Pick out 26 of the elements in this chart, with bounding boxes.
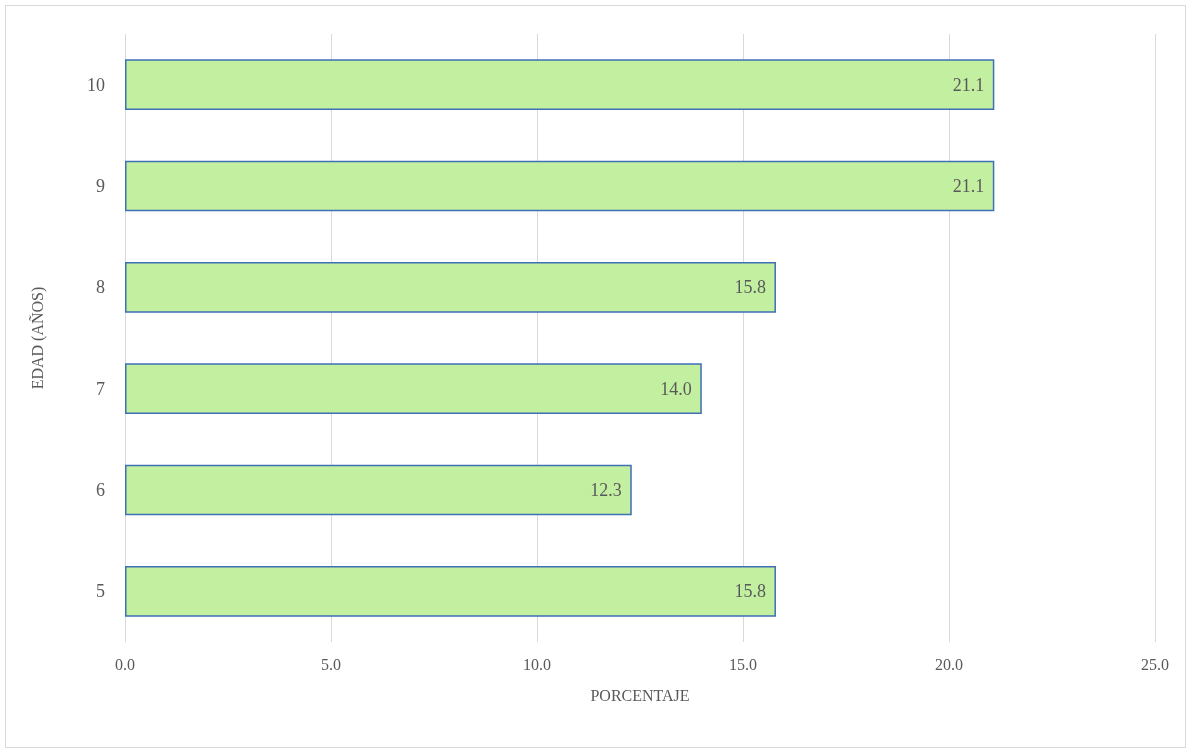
y-tick-label: 8 bbox=[96, 277, 105, 298]
x-tick-label: 20.0 bbox=[935, 655, 963, 673]
data-label: 15.8 bbox=[734, 581, 766, 602]
y-tick-label: 5 bbox=[96, 581, 105, 602]
y-axis-title: EDAD (AÑOS) bbox=[28, 286, 47, 390]
y-tick-label: 6 bbox=[96, 480, 105, 500]
x-tick-label: 5.0 bbox=[321, 655, 341, 673]
y-tick-label: 10 bbox=[87, 74, 105, 95]
bar bbox=[125, 59, 995, 110]
bar bbox=[125, 262, 776, 313]
bar bbox=[125, 363, 702, 414]
data-label: 21.1 bbox=[952, 74, 985, 95]
data-label: 21.1 bbox=[952, 176, 985, 196]
x-axis-title: PORCENTAJE bbox=[590, 686, 690, 704]
data-label: 15.8 bbox=[734, 277, 766, 298]
y-tick-label: 7 bbox=[96, 378, 105, 399]
x-tick-label: 25.0 bbox=[1141, 655, 1169, 673]
bar bbox=[125, 464, 632, 516]
bar bbox=[125, 160, 995, 212]
bar bbox=[125, 566, 776, 617]
x-tick-label: 0.0 bbox=[115, 655, 135, 673]
data-label: 14.0 bbox=[660, 378, 692, 399]
data-label: 12.3 bbox=[590, 480, 622, 500]
x-tick-label: 10.0 bbox=[523, 655, 551, 673]
y-tick-label: 9 bbox=[96, 176, 105, 196]
x-tick-label: 15.0 bbox=[729, 655, 757, 673]
